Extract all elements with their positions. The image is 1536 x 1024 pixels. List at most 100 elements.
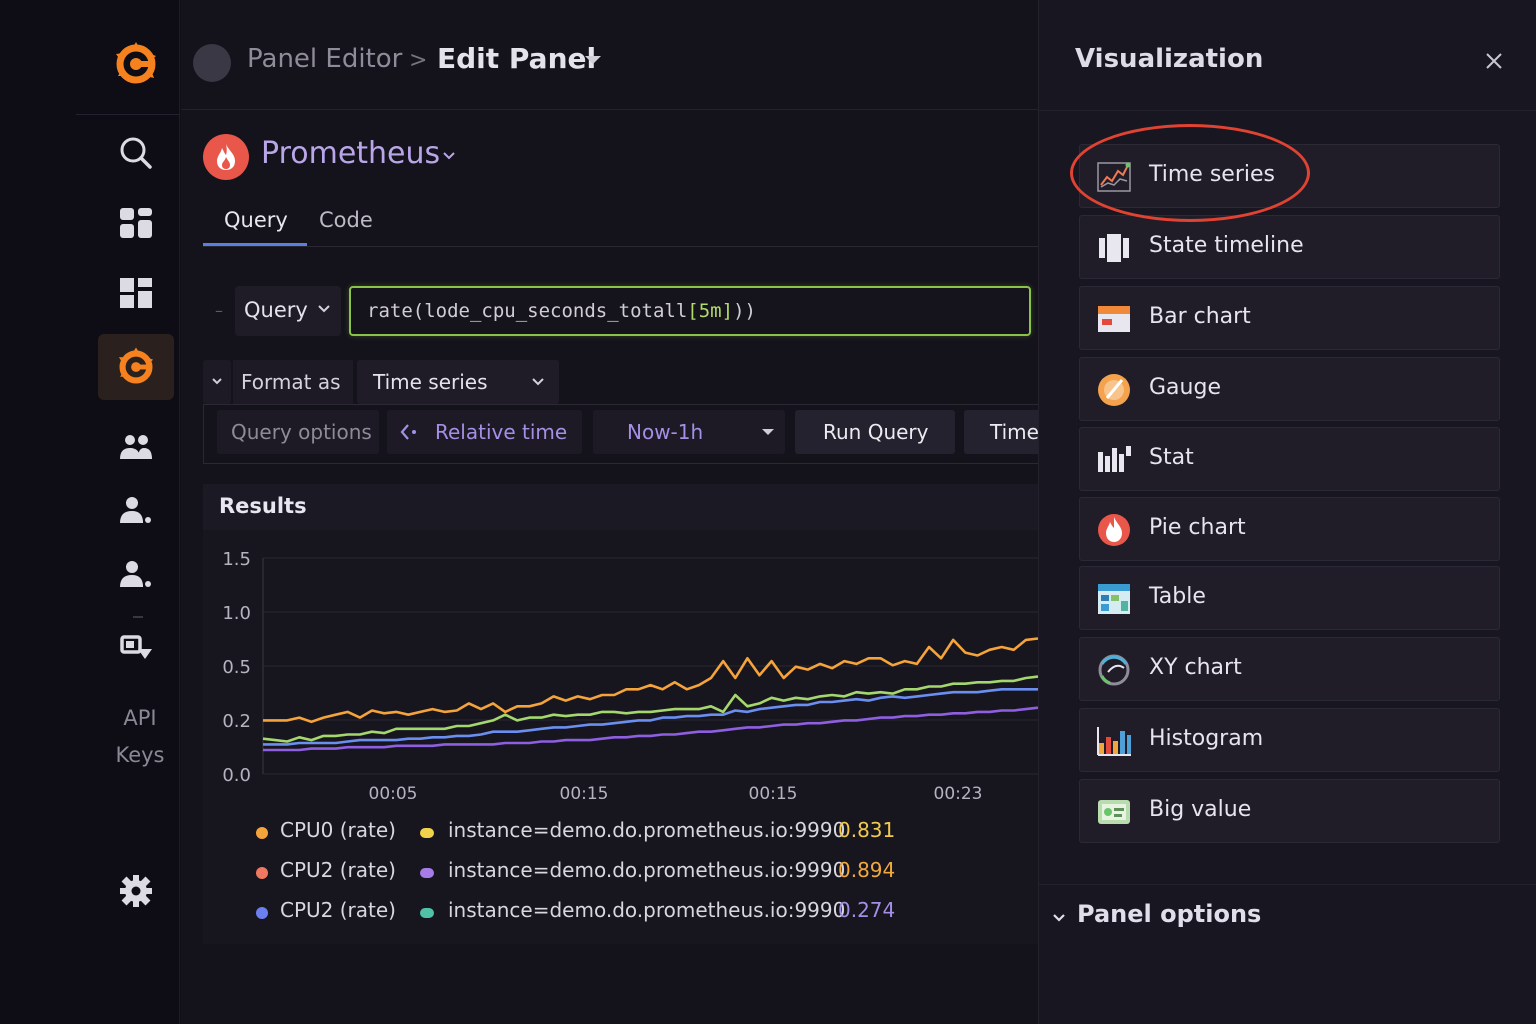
viz-label: Gauge xyxy=(1149,375,1221,400)
avatar[interactable] xyxy=(193,44,231,82)
format-collapse-toggle[interactable] xyxy=(203,360,231,404)
relative-time-icon xyxy=(400,424,416,440)
chevron-down-icon xyxy=(318,305,330,313)
tab-query[interactable]: Query xyxy=(224,208,288,232)
time-series-chart: 1.5 1.0 0.5 0.2 0.0 00:05 00:15 00:15 00:23 xyxy=(222,549,1038,804)
close-icon[interactable] xyxy=(1483,50,1505,72)
viz-option-gauge[interactable]: Gauge xyxy=(1079,357,1500,421)
nav-users[interactable] xyxy=(98,544,174,606)
search-icon xyxy=(120,137,152,169)
panel-options-divider xyxy=(1039,884,1536,885)
series-line xyxy=(263,706,1038,752)
time-range-select[interactable]: Now-1h xyxy=(593,410,785,454)
legend-value: 0.831 xyxy=(838,818,896,842)
results-header: Results xyxy=(203,484,1039,530)
chevron-down-icon[interactable] xyxy=(441,148,457,164)
query-type-label: Query xyxy=(244,298,308,322)
relative-time-button[interactable]: Relative time xyxy=(387,410,582,454)
query-type-select[interactable]: Query xyxy=(235,286,341,336)
nav-user[interactable] xyxy=(98,480,174,542)
prometheus-icon xyxy=(203,134,249,180)
breadcrumb-separator: > xyxy=(409,48,428,73)
legend-dot xyxy=(256,827,268,839)
viz-label: Histogram xyxy=(1149,726,1264,751)
nav-teams[interactable] xyxy=(98,416,174,478)
viz-label: Table xyxy=(1149,584,1206,609)
nav-settings[interactable] xyxy=(98,860,174,922)
x-tick-label: 00:05 xyxy=(369,784,418,804)
results-title: Results xyxy=(219,494,307,518)
nav-separator xyxy=(76,114,180,115)
nav-search[interactable] xyxy=(98,122,174,184)
series-line xyxy=(263,688,1038,746)
nav-plugins[interactable] xyxy=(98,616,174,678)
viz-option-stat[interactable]: Stat xyxy=(1079,427,1500,491)
viz-option-bar-chart[interactable]: Bar chart xyxy=(1079,286,1500,350)
visualization-panel: Visualization Time series State timeline… xyxy=(1038,0,1536,1024)
nav-tick xyxy=(133,616,143,618)
y-tick-label: 0.5 xyxy=(222,657,251,678)
gauge-icon xyxy=(1098,374,1130,406)
api-keys-line-1: API xyxy=(123,706,157,730)
nav-grafana[interactable] xyxy=(98,334,174,400)
table-icon xyxy=(1098,584,1130,614)
nav-api-keys[interactable]: API Keys xyxy=(100,700,180,774)
viz-option-pie-chart[interactable]: Pie chart xyxy=(1079,497,1500,561)
legend-series-name: CPU0 (rate) xyxy=(280,818,396,842)
y-tick-label: 0.2 xyxy=(222,711,251,732)
query-options-button[interactable]: Query options xyxy=(217,410,379,454)
left-nav: API Keys xyxy=(0,0,180,1024)
query-expression: rate(lode_cpu_seconds_totall[5m])) xyxy=(367,300,756,322)
legend-series-name: CPU2 (rate) xyxy=(280,858,396,882)
xy-chart-icon xyxy=(1098,654,1130,686)
legend-pill xyxy=(420,908,434,918)
viz-option-state-timeline[interactable]: State timeline xyxy=(1079,215,1500,279)
legend-instance: instance=demo.do.prometheus.io:9990 xyxy=(448,818,846,842)
viz-label: State timeline xyxy=(1149,233,1304,258)
x-tick-label: 00:15 xyxy=(560,784,609,804)
pie-chart-icon xyxy=(1098,514,1130,546)
relative-time-label: Relative time xyxy=(435,420,568,444)
user-icon xyxy=(120,497,151,523)
nav-panels[interactable] xyxy=(98,262,174,324)
legend-value: 0.274 xyxy=(838,898,896,922)
query-tabs: Query Code xyxy=(203,196,1038,247)
x-tick-label: 00:23 xyxy=(934,784,983,804)
chevron-down-icon[interactable] xyxy=(585,56,601,64)
viz-label: Pie chart xyxy=(1149,515,1246,540)
panel-options-toggle[interactable]: Panel options xyxy=(1077,900,1262,928)
viz-option-table[interactable]: Table xyxy=(1079,566,1500,630)
query-row-handle[interactable]: – xyxy=(215,301,223,320)
legend-instance: instance=demo.do.prometheus.io:9990 xyxy=(448,898,846,922)
chevron-down-icon[interactable] xyxy=(1051,912,1067,924)
grafana-logo-icon[interactable] xyxy=(110,38,162,90)
nav-dashboards[interactable] xyxy=(98,192,174,254)
viz-option-histogram[interactable]: Histogram xyxy=(1079,708,1500,772)
series-line xyxy=(262,675,1038,743)
format-as-label: Format as xyxy=(233,360,353,404)
format-select[interactable]: Time series xyxy=(357,360,559,404)
breadcrumb-parent[interactable]: Panel Editor xyxy=(247,44,403,74)
plugins-icon xyxy=(120,635,152,659)
query-expression-input[interactable]: rate(lode_cpu_seconds_totall[5m])) xyxy=(349,286,1031,336)
format-value: Time series xyxy=(373,370,488,394)
histogram-icon xyxy=(1097,727,1131,756)
series-line xyxy=(263,637,1038,724)
viz-label: Stat xyxy=(1149,445,1194,470)
legend-pill xyxy=(420,828,434,838)
chevron-down-icon xyxy=(532,378,544,386)
legend-dot xyxy=(256,907,268,919)
legend-instance: instance=demo.do.prometheus.io:9990 xyxy=(448,858,846,882)
top-bar: Panel Editor > Edit Panel xyxy=(181,0,1038,110)
viz-option-xy-chart[interactable]: XY chart xyxy=(1079,637,1500,701)
legend-series-name: CPU2 (rate) xyxy=(280,898,396,922)
tab-code[interactable]: Code xyxy=(319,208,373,232)
gear-icon xyxy=(120,875,152,907)
viz-option-big-value[interactable]: Big value xyxy=(1079,779,1500,843)
datasource-picker[interactable]: Prometheus xyxy=(261,136,441,171)
run-query-button[interactable]: Run Query xyxy=(795,410,955,454)
big-value-icon xyxy=(1098,800,1130,824)
chevron-down-icon xyxy=(212,378,222,385)
query-options-row xyxy=(203,404,1103,464)
expr-range: [5m] xyxy=(687,300,734,322)
